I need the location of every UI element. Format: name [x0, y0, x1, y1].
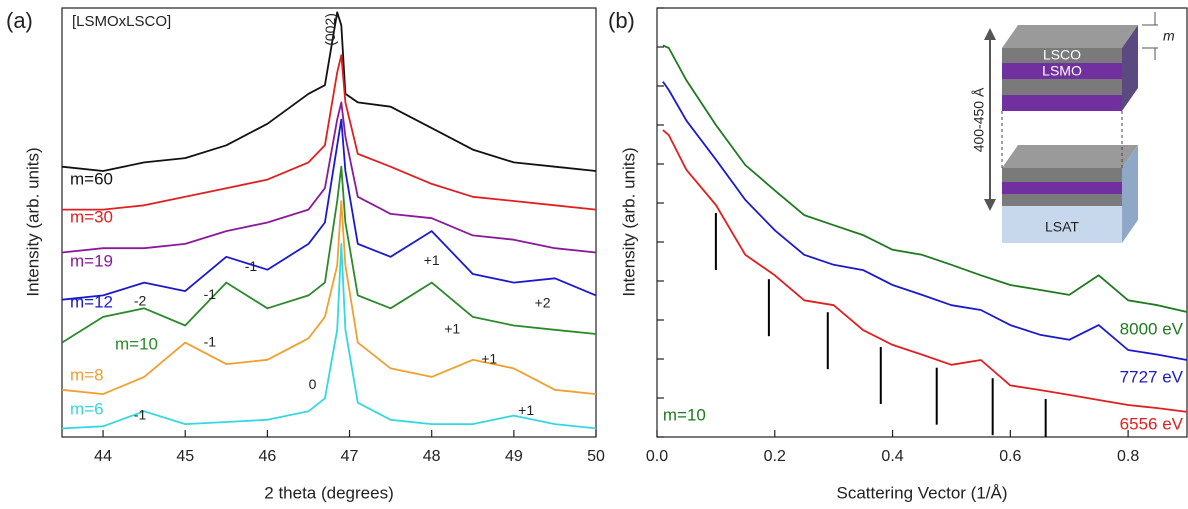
annotation: +1 [481, 350, 497, 366]
layer [1002, 168, 1122, 182]
series-label: m=30 [70, 207, 113, 226]
y-axis-title: Intensity (arb. units) [23, 147, 42, 296]
data-line [61, 118, 597, 301]
layer-label: LSMO [1042, 63, 1082, 79]
x-tick-label: 0.2 [764, 448, 786, 465]
inset-diagram: 400-450 Å LSCO LSMO LSAT m [971, 12, 1175, 243]
substrate-label: LSAT [1045, 219, 1079, 235]
data-line [62, 54, 597, 211]
layer [1002, 182, 1122, 194]
series-label: m=12 [70, 292, 113, 311]
x-tick-label: 50 [587, 448, 605, 465]
x-tick-label: 46 [258, 448, 276, 465]
annotation: m=10 [663, 406, 706, 425]
series-label: m=6 [70, 399, 104, 418]
x-tick-label: 44 [94, 448, 112, 465]
data-line [61, 165, 597, 344]
x-tick-label: 45 [176, 448, 194, 465]
block-top [1002, 25, 1138, 48]
series-label: 6556 eV [1120, 414, 1184, 433]
layer [1002, 95, 1122, 111]
subtitle: [LSMOxLSCO] [72, 13, 171, 30]
annotation: -2 [134, 293, 147, 309]
panel-label: (b) [608, 8, 635, 33]
series-label: m=8 [70, 365, 104, 384]
annotation: -1 [245, 258, 258, 274]
data-line [61, 11, 597, 172]
annotation: +1 [518, 402, 534, 418]
panel-label: (a) [6, 8, 33, 33]
annotation: -1 [134, 406, 147, 422]
layer [1002, 48, 1122, 63]
layer [1002, 79, 1122, 95]
annotation: +1 [424, 252, 440, 268]
x-tick-label: 47 [341, 448, 359, 465]
arrow-head [984, 199, 996, 211]
series-label: 7727 eV [1120, 367, 1184, 386]
x-tick-label: 0.8 [1117, 448, 1139, 465]
annotation: +2 [535, 295, 551, 311]
y-axis-title: Intensity (arb. units) [619, 147, 638, 296]
series-label: 8000 eV [1120, 319, 1184, 338]
x-tick-label: 0.6 [999, 448, 1021, 465]
layer-label: LSCO [1043, 47, 1081, 63]
series-label: m=60 [70, 169, 113, 188]
series-label: m=19 [70, 251, 113, 270]
block-side [1122, 145, 1138, 243]
series-label: m=10 [115, 334, 158, 353]
x-tick-label: 49 [505, 448, 523, 465]
data-line [61, 101, 597, 254]
data-line [61, 243, 597, 430]
arrow-head [984, 28, 996, 40]
x-tick-label: 48 [423, 448, 441, 465]
period-label: m [1163, 28, 1175, 44]
block-side [1122, 25, 1138, 111]
x-tick-label: 0.0 [646, 448, 668, 465]
data-line [61, 200, 597, 395]
annotation: +1 [444, 320, 460, 336]
layer [1002, 194, 1122, 206]
data-line [662, 81, 1188, 361]
x-tick-label: 0.4 [881, 448, 903, 465]
data-line [662, 129, 1188, 413]
plot-frame [61, 7, 597, 438]
thickness-label: 400-450 Å [971, 87, 987, 152]
substrate [1002, 206, 1122, 243]
annotation: -1 [204, 286, 217, 302]
annotation: (002) [322, 13, 338, 46]
layer [1002, 63, 1122, 79]
x-axis-title: 2 theta (degrees) [264, 483, 393, 502]
annotation: -1 [204, 333, 217, 349]
x-axis-title: Scattering Vector (1/Å) [836, 483, 1007, 502]
block-top [1002, 145, 1138, 168]
annotation: 0 [309, 376, 317, 392]
plot-frame [656, 7, 1188, 438]
data-line [662, 44, 1188, 313]
